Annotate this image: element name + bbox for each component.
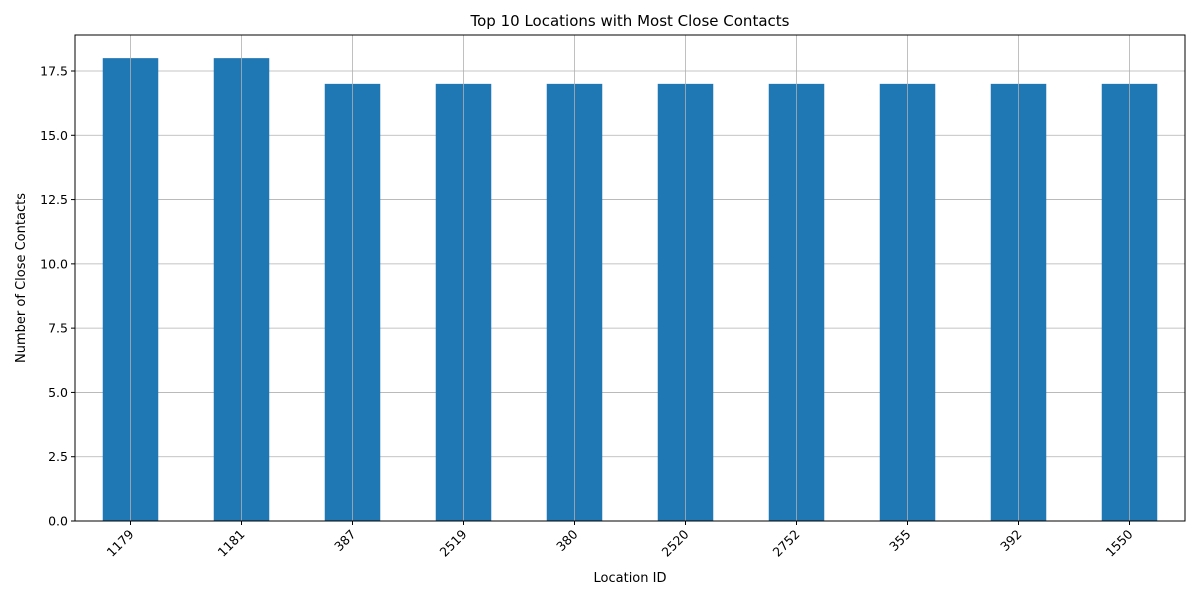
x-tick-label: 380 — [553, 526, 581, 554]
y-tick-label: 15.0 — [40, 128, 68, 143]
y-axis-label: Number of Close Contacts — [14, 193, 29, 363]
x-axis-ticks: 1179 1181 387 2519 380 2520 2752 355 392 1550 — [104, 521, 1136, 560]
chart-title: Top 10 Locations with Most Close Contact… — [470, 12, 790, 30]
x-tick-label: 1550 — [1103, 526, 1136, 559]
x-tick-label: 387 — [331, 527, 358, 554]
vertical-grid-lines — [130, 35, 1130, 521]
y-tick-label: 10.0 — [40, 256, 68, 271]
x-axis-label: Location ID — [594, 571, 667, 586]
x-tick-label: 2519 — [437, 526, 470, 559]
x-tick-label: 2520 — [659, 526, 692, 559]
x-tick-label: 392 — [997, 527, 1024, 554]
y-tick-label: 12.5 — [40, 192, 68, 207]
x-tick-label: 1179 — [104, 526, 137, 559]
y-tick-label: 7.5 — [48, 321, 68, 336]
x-tick-label: 2752 — [770, 527, 803, 560]
y-tick-label: 0.0 — [48, 514, 68, 529]
x-tick-label: 1181 — [215, 527, 248, 560]
y-tick-label: 17.5 — [40, 64, 68, 79]
y-tick-label: 5.0 — [48, 385, 68, 400]
y-tick-label: 2.5 — [48, 449, 68, 464]
bars — [102, 58, 1158, 522]
plot-frame — [74, 34, 1186, 522]
y-axis-ticks: 0.0 2.5 5.0 7.5 10.0 12.5 15.0 17.5 — [40, 64, 75, 529]
x-tick-label: 355 — [886, 527, 913, 554]
